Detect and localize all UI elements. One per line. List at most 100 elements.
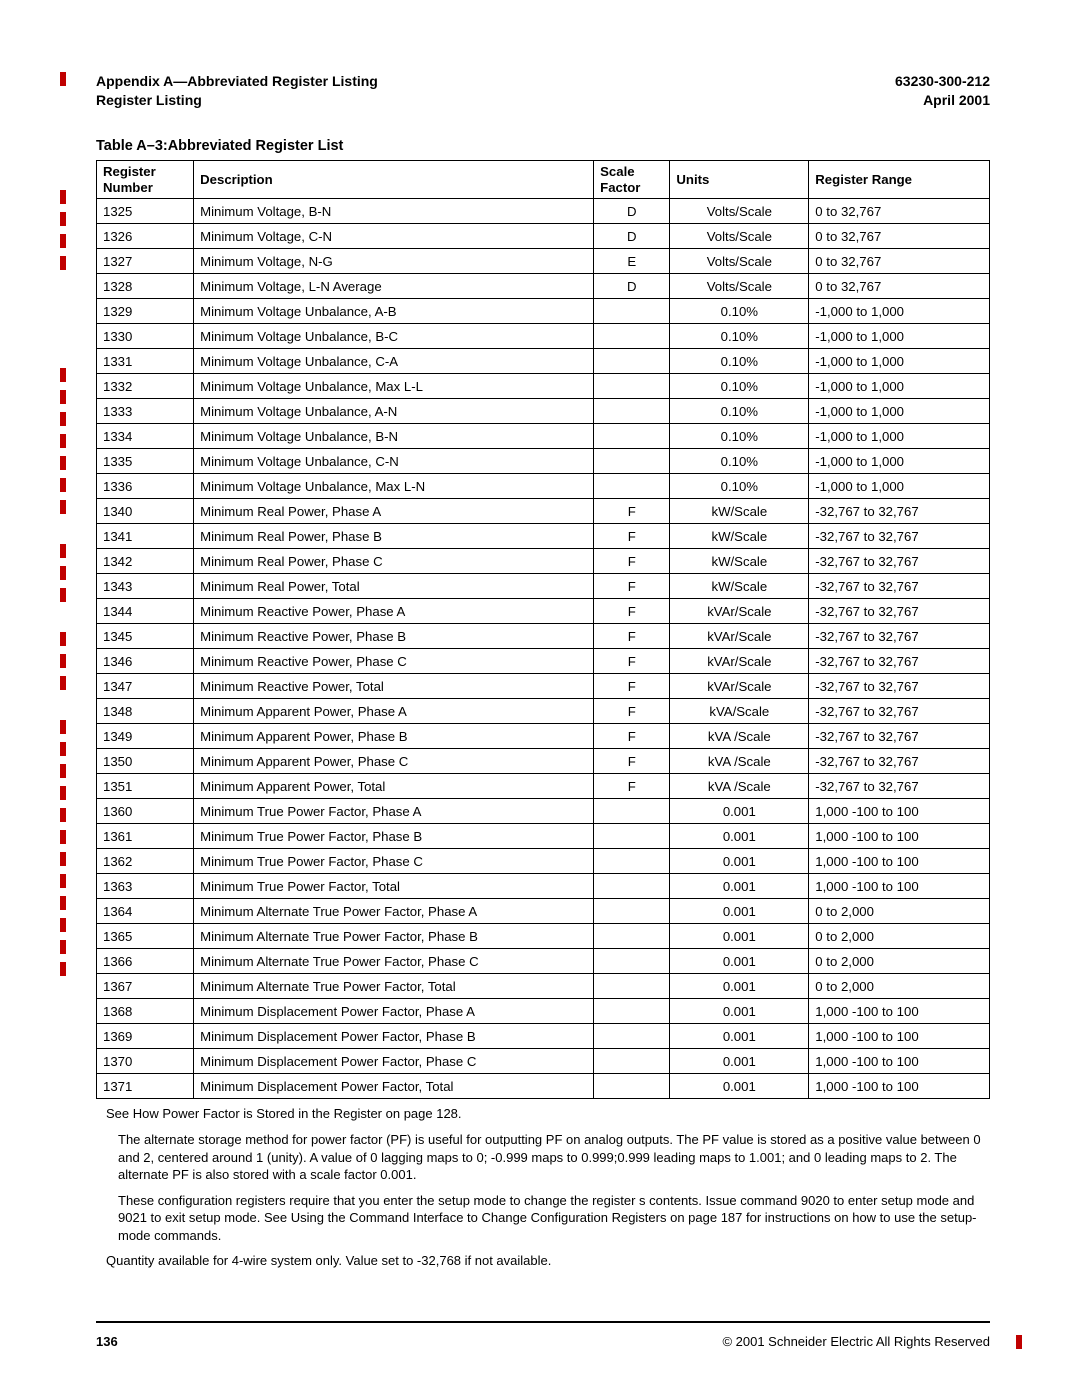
- cell-units: kVAr/Scale: [670, 674, 809, 699]
- cell-reg: 1366: [97, 949, 194, 974]
- cell-scale: [594, 374, 670, 399]
- cell-range: 1,000 -100 to 100: [809, 999, 990, 1024]
- cell-desc: Minimum Voltage Unbalance, A-B: [194, 299, 594, 324]
- footnote-2: The alternate storage method for power f…: [118, 1131, 990, 1184]
- col-register-number: Register Number: [97, 160, 194, 199]
- cell-units: 0.10%: [670, 374, 809, 399]
- cell-units: 0.001: [670, 874, 809, 899]
- cell-range: 1,000 -100 to 100: [809, 849, 990, 874]
- table-row: 1368Minimum Displacement Power Factor, P…: [97, 999, 990, 1024]
- cell-reg: 1345: [97, 624, 194, 649]
- cell-reg: 1326: [97, 224, 194, 249]
- cell-units: 0.10%: [670, 449, 809, 474]
- change-mark: [60, 808, 66, 822]
- cell-range: 0 to 2,000: [809, 974, 990, 999]
- cell-range: -1,000 to 1,000: [809, 324, 990, 349]
- change-marks-left: [60, 0, 68, 1397]
- page-number: 136: [96, 1334, 118, 1349]
- cell-reg: 1325: [97, 199, 194, 224]
- table-row: 1332Minimum Voltage Unbalance, Max L-L0.…: [97, 374, 990, 399]
- cell-scale: [594, 449, 670, 474]
- cell-range: -32,767 to 32,767: [809, 774, 990, 799]
- change-mark: [60, 256, 66, 270]
- cell-scale: [594, 974, 670, 999]
- cell-reg: 1343: [97, 574, 194, 599]
- cell-range: 1,000 -100 to 100: [809, 874, 990, 899]
- cell-desc: Minimum Alternate True Power Factor, Pha…: [194, 899, 594, 924]
- change-mark: [60, 434, 66, 448]
- cell-reg: 1370: [97, 1049, 194, 1074]
- footnote-1: See How Power Factor is Stored in the Re…: [106, 1105, 990, 1123]
- table-row: 1333Minimum Voltage Unbalance, A-N0.10%-…: [97, 399, 990, 424]
- cell-reg: 1328: [97, 274, 194, 299]
- cell-scale: [594, 1049, 670, 1074]
- change-mark: [60, 764, 66, 778]
- cell-units: 0.10%: [670, 299, 809, 324]
- change-mark: [60, 544, 66, 558]
- cell-desc: Minimum Displacement Power Factor, Phase…: [194, 999, 594, 1024]
- table-row: 1348Minimum Apparent Power, Phase AFkVA/…: [97, 699, 990, 724]
- change-mark-right: [1016, 1335, 1022, 1349]
- cell-range: -32,767 to 32,767: [809, 699, 990, 724]
- change-mark: [60, 234, 66, 248]
- page: Appendix A—Abbreviated Register Listing …: [0, 0, 1080, 1397]
- cell-units: kVA /Scale: [670, 724, 809, 749]
- change-mark: [60, 896, 66, 910]
- cell-range: -32,767 to 32,767: [809, 674, 990, 699]
- cell-range: -1,000 to 1,000: [809, 374, 990, 399]
- change-mark: [60, 190, 66, 204]
- cell-reg: 1350: [97, 749, 194, 774]
- change-mark: [60, 830, 66, 844]
- cell-scale: F: [594, 549, 670, 574]
- cell-desc: Minimum Voltage Unbalance, C-N: [194, 449, 594, 474]
- cell-reg: 1344: [97, 599, 194, 624]
- cell-scale: D: [594, 199, 670, 224]
- cell-desc: Minimum Voltage Unbalance, B-N: [194, 424, 594, 449]
- table-row: 1346Minimum Reactive Power, Phase CFkVAr…: [97, 649, 990, 674]
- footnote-3: These configuration registers require th…: [118, 1192, 990, 1245]
- cell-range: 0 to 32,767: [809, 199, 990, 224]
- cell-range: -32,767 to 32,767: [809, 499, 990, 524]
- cell-units: 0.001: [670, 974, 809, 999]
- cell-units: Volts/Scale: [670, 199, 809, 224]
- cell-scale: [594, 349, 670, 374]
- cell-desc: Minimum Real Power, Total: [194, 574, 594, 599]
- cell-reg: 1346: [97, 649, 194, 674]
- change-mark: [60, 390, 66, 404]
- change-mark: [60, 212, 66, 226]
- cell-range: 0 to 2,000: [809, 949, 990, 974]
- table-title: Table A–3:Abbreviated Register List: [96, 138, 990, 154]
- cell-units: 0.001: [670, 999, 809, 1024]
- cell-units: kVA /Scale: [670, 749, 809, 774]
- table-row: 1343Minimum Real Power, TotalFkW/Scale-3…: [97, 574, 990, 599]
- cell-units: 0.10%: [670, 474, 809, 499]
- cell-reg: 1332: [97, 374, 194, 399]
- cell-desc: Minimum Real Power, Phase B: [194, 524, 594, 549]
- cell-scale: [594, 1074, 670, 1099]
- table-row: 1344Minimum Reactive Power, Phase AFkVAr…: [97, 599, 990, 624]
- cell-reg: 1334: [97, 424, 194, 449]
- cell-units: kW/Scale: [670, 524, 809, 549]
- cell-range: 1,000 -100 to 100: [809, 799, 990, 824]
- cell-units: 0.10%: [670, 399, 809, 424]
- cell-desc: Minimum Apparent Power, Phase B: [194, 724, 594, 749]
- change-mark: [60, 676, 66, 690]
- change-mark: [60, 72, 66, 86]
- change-mark: [60, 918, 66, 932]
- cell-range: -32,767 to 32,767: [809, 574, 990, 599]
- cell-desc: Minimum Voltage Unbalance, C-A: [194, 349, 594, 374]
- cell-units: 0.001: [670, 924, 809, 949]
- change-mark: [60, 720, 66, 734]
- table-row: 1335Minimum Voltage Unbalance, C-N0.10%-…: [97, 449, 990, 474]
- change-mark: [60, 632, 66, 646]
- table-row: 1363Minimum True Power Factor, Total0.00…: [97, 874, 990, 899]
- cell-units: 0.001: [670, 949, 809, 974]
- cell-range: -32,767 to 32,767: [809, 524, 990, 549]
- cell-scale: E: [594, 249, 670, 274]
- copyright: © 2001 Schneider Electric All Rights Res…: [722, 1334, 990, 1349]
- table-row: 1371Minimum Displacement Power Factor, T…: [97, 1074, 990, 1099]
- cell-scale: [594, 399, 670, 424]
- cell-range: 0 to 32,767: [809, 274, 990, 299]
- table-row: 1342Minimum Real Power, Phase CFkW/Scale…: [97, 549, 990, 574]
- change-mark: [60, 742, 66, 756]
